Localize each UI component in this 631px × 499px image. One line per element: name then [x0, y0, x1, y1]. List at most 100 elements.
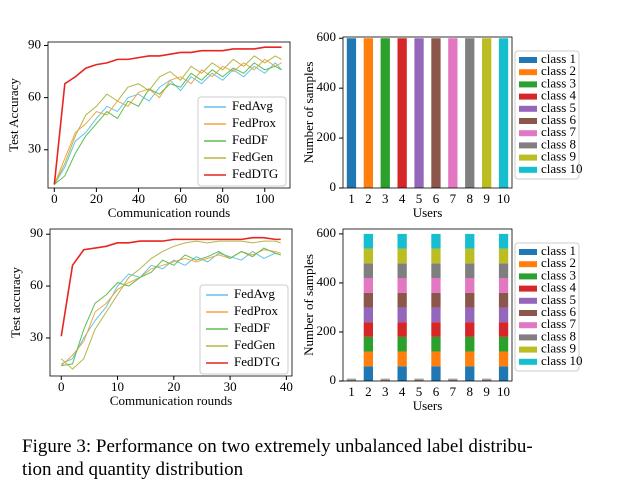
bar-segment [431, 307, 441, 323]
x-tick-label: 40 [280, 379, 293, 394]
legend-label: class 1 [541, 243, 576, 258]
bar-segment [498, 263, 509, 279]
legend-label: class 3 [541, 267, 576, 282]
x-tick-label: 2 [365, 191, 372, 206]
legend-label: FedDTG [232, 166, 278, 181]
legend-swatch [519, 249, 537, 255]
x-tick-label: 3 [382, 384, 389, 399]
bar-segment [431, 322, 441, 337]
x-tick-label: 9 [483, 191, 490, 206]
legend-swatch [519, 81, 537, 88]
plot-frame [47, 41, 291, 189]
legend-label: class 1 [541, 51, 576, 66]
x-axis-label: Users [413, 205, 443, 220]
bar-segment [498, 366, 509, 381]
bar-segment [448, 38, 458, 189]
x-tick-label: 5 [416, 384, 423, 399]
bar-segment [465, 336, 475, 352]
series-line [53, 55, 282, 185]
legend-label: FedGen [234, 337, 276, 352]
legend-box [199, 284, 289, 375]
y-tick-label: 200 [317, 323, 337, 338]
y-tick-label: 200 [317, 129, 337, 144]
bar-segment [431, 336, 441, 352]
bar-segment [498, 322, 509, 337]
legend-label: class 8 [541, 136, 576, 151]
x-tick-label: 5 [416, 191, 423, 206]
bar-segment [363, 366, 373, 381]
legend-label: FedProx [232, 115, 277, 130]
bar-segment [465, 233, 475, 249]
bar-segment [397, 307, 407, 323]
x-tick-label: 7 [450, 191, 457, 206]
bar-segment [431, 38, 441, 189]
x-axis-label: Communication rounds [108, 205, 230, 220]
bar-segment [465, 366, 475, 381]
legend-label: class 8 [541, 328, 576, 343]
legend-label: FedProx [234, 303, 279, 318]
legend-label: class 9 [541, 149, 576, 164]
x-tick-label: 8 [467, 384, 474, 399]
series-line [60, 240, 281, 370]
plot-frame [342, 36, 513, 189]
x-tick-label: 7 [450, 384, 457, 399]
series-line [61, 250, 281, 365]
x-tick-label: 4 [399, 191, 406, 206]
bar-segment [397, 336, 407, 352]
series-line [53, 58, 282, 185]
y-axis-label: Number of samples [301, 254, 316, 356]
bar-segment [380, 38, 390, 189]
x-tick-label: 10 [497, 191, 510, 206]
bar-segment [363, 307, 373, 323]
bar-segment [482, 38, 492, 189]
bar-segment [431, 351, 441, 367]
legend-label: class 4 [541, 280, 577, 295]
bar-segment [397, 263, 407, 279]
bar-segment [465, 278, 475, 293]
x-tick-label: 3 [382, 191, 389, 206]
x-tick-label: 30 [224, 379, 237, 394]
bar-segment [363, 263, 373, 279]
legend-label: class 2 [541, 255, 576, 270]
legend-swatch [519, 273, 537, 280]
legend-label: class 5 [541, 292, 576, 307]
bar-segment [465, 263, 475, 279]
bar-segment [498, 233, 509, 249]
legend-label: FedDTG [234, 354, 280, 369]
bar-segment [465, 292, 475, 308]
bar-segment [363, 351, 373, 367]
bar-segment [498, 292, 509, 308]
y-tick-label: 60 [28, 89, 41, 104]
legend-label: class 6 [541, 304, 577, 319]
legend-label: FedAvg [234, 286, 275, 301]
x-tick-label: 6 [433, 191, 440, 206]
x-tick-label: 100 [255, 191, 275, 206]
bar-segment [498, 278, 509, 293]
legend-label: FedDF [234, 320, 270, 335]
caption-line: tion and quantity distribution [22, 459, 244, 480]
bar-segment [397, 351, 407, 367]
legend-box [197, 96, 287, 187]
legend-swatch [519, 105, 537, 112]
bar-segment [465, 307, 475, 323]
legend-swatch [519, 118, 537, 124]
y-tick-label: 60 [30, 277, 43, 292]
x-tick-label: 0 [51, 191, 58, 206]
bar-segment [465, 351, 475, 367]
legend-label: class 7 [541, 316, 577, 331]
bar-segment [363, 278, 373, 293]
bar-segment [363, 233, 373, 249]
legend-swatch [519, 310, 537, 316]
bar-segment [465, 38, 475, 189]
bar-segment [397, 233, 407, 249]
bar-segment [498, 351, 509, 367]
x-tick-label: 40 [132, 191, 145, 206]
y-tick-label: 0 [330, 179, 337, 194]
legend-swatch [519, 297, 537, 304]
y-tick-label: 600 [317, 29, 337, 44]
legend-swatch [519, 130, 537, 137]
x-tick-label: 80 [216, 191, 229, 206]
x-tick-label: 10 [497, 384, 510, 399]
